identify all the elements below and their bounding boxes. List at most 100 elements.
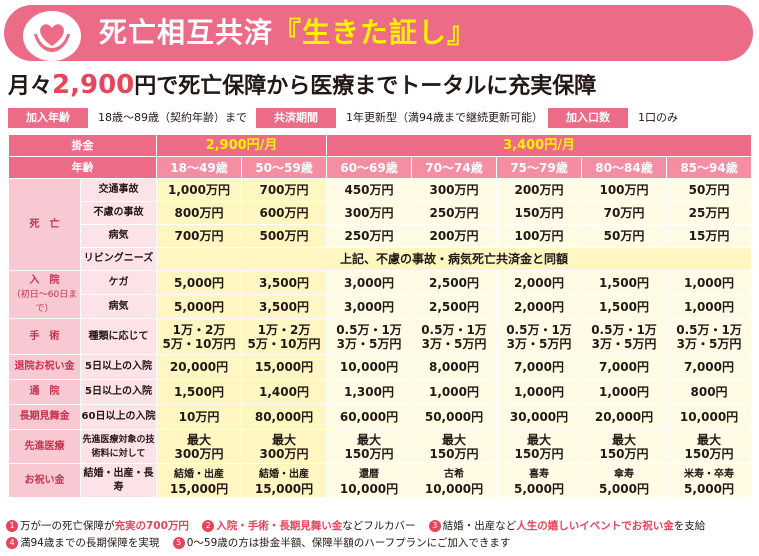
cell: 傘寿 5,000円 <box>581 463 667 498</box>
cell: 300万円 <box>411 178 497 202</box>
cell-line: 15,000円 <box>254 481 314 496</box>
note1-highlight: 充実の700万円 <box>114 520 189 532</box>
cell-line: 最大 <box>697 432 722 447</box>
cell: 25万円 <box>665 201 753 225</box>
cell: 0.5万・1万 3万・5万円 <box>581 318 667 355</box>
row-label: リビングニーズ <box>80 247 157 271</box>
row-label: 先進医療対象の技術料に対して <box>80 429 157 464</box>
note2-highlight: 入院・手術・長期見舞い金 <box>216 520 343 532</box>
cell: 1万・2万 5万・10万円 <box>156 318 242 355</box>
cell-line: 1万・2万 <box>257 322 311 337</box>
celebration-category: お祝い金 <box>8 463 81 498</box>
age-col: 75～79歳 <box>496 156 582 179</box>
cell-line: 5,000円 <box>514 481 564 496</box>
table-row: 入 院 （初日～60日まで） ケガ 5,000円 3,500円 3,000円 2… <box>8 270 753 319</box>
heart-hands-logo-icon <box>23 11 81 61</box>
row-label: 不慮の事故 <box>80 201 157 225</box>
table-row: 病気 700万円 500万円 250万円 200万円 100万円 50万円 15… <box>9 224 753 248</box>
row-label: 結婚・出産・長寿 <box>80 463 157 498</box>
headline-amount: 2,900 <box>52 70 135 100</box>
cell: 1万・2万 5万・10万円 <box>241 318 327 355</box>
age-label: 年齢 <box>8 156 157 179</box>
cell: 3,500円 <box>241 270 327 295</box>
cell: 喜寿 5,000円 <box>496 463 582 498</box>
cell: 結婚・出産 15,000円 <box>156 463 242 498</box>
age-limit-label: 加入年齢 <box>8 108 88 128</box>
age-col: 18～49歳 <box>156 156 242 179</box>
cell: 1,500円 <box>156 379 242 405</box>
banner-title-highlight: 『生きた証し』 <box>273 16 477 49</box>
cell-line: 0.5万・1万 <box>506 322 572 337</box>
cell: 1,000円 <box>496 379 582 405</box>
cell: 7,000円 <box>665 354 753 380</box>
cell: 500万円 <box>241 224 327 248</box>
long-visit-category: 長期見舞金 <box>8 404 81 430</box>
cell: 600万円 <box>241 201 327 225</box>
premium-label: 掛金 <box>8 134 157 157</box>
cell: 0.5万・1万 3万・5万円 <box>496 318 582 355</box>
cell: 3,000円 <box>326 294 412 319</box>
table-row: 病気 5,000円 3,500円 3,000円 2,500円 2,000円 1,… <box>9 294 753 319</box>
cell: 20,000円 <box>581 404 667 430</box>
cell: 0.5万・1万 3万・5万円 <box>411 318 497 355</box>
cell-line: 3万・5万円 <box>676 336 742 351</box>
cell-line: 喜寿 <box>529 468 549 480</box>
cell: 100万円 <box>581 178 667 202</box>
cell-line: 150万円 <box>684 446 734 461</box>
note4-text: 満94歳までの長期保障を実現 <box>20 537 160 549</box>
hospital-label: 入 院 <box>29 274 60 286</box>
cell: 800円 <box>665 379 753 405</box>
cell: 10万円 <box>156 404 242 430</box>
cell: 150万円 <box>496 201 582 225</box>
note5-text: 0～59歳の方は掛金半額、保障半額のハーフプランにご加入できます <box>186 537 511 549</box>
headline-pre: 月々 <box>8 74 53 99</box>
age-col: 70～74歳 <box>411 156 497 179</box>
cell: 古希 10,000円 <box>411 463 497 498</box>
cell-line: 最大 <box>356 432 381 447</box>
note3-text-end: を支給 <box>673 520 706 532</box>
cell: 最大 300万円 <box>241 429 327 464</box>
cell: 1,300円 <box>326 379 412 405</box>
cell: 7,000円 <box>496 354 582 380</box>
cell: 最大 150万円 <box>581 429 667 464</box>
cell: 100万円 <box>496 224 582 248</box>
cell: 1,400円 <box>241 379 327 405</box>
cell: 10,000円 <box>326 354 412 380</box>
cell: 0.5万・1万 3万・5万円 <box>326 318 412 355</box>
cell-line: 0.5万・1万 <box>336 322 402 337</box>
cell: 7,000円 <box>581 354 667 380</box>
cell: 米寿・卒寿 5,000円 <box>665 463 753 498</box>
age-col: 85～94歳 <box>665 156 753 179</box>
cell: 50,000円 <box>411 404 497 430</box>
table-row: 手 術 種類に応じて 1万・2万 5万・10万円 1万・2万 5万・10万円 0.5… <box>8 318 753 355</box>
term-value: 1年更新型（満94歳まで継続更新可能） <box>346 111 543 124</box>
number-2-icon: 2 <box>202 520 215 532</box>
cell-line: 300万円 <box>174 446 224 461</box>
cell: 300万円 <box>326 201 412 225</box>
cell-line: 0.5万・1万 <box>676 322 742 337</box>
cell: 1,000万円 <box>156 178 242 202</box>
table-row: 死 亡 交通事故 1,000万円 700万円 450万円 300万円 200万円… <box>8 178 753 271</box>
cell: 最大 150万円 <box>411 429 497 464</box>
cell: 1,000円 <box>411 379 497 405</box>
note-line-2: 4 満94歳までの長期保障を実現 5 0～59歳の方は掛金半額、保障半額のハーフプラ… <box>6 536 510 550</box>
table-row: お祝い金 結婚・出産・長寿 結婚・出産 15,000円 結婚・出産 15,000円 … <box>8 463 753 498</box>
cell: 15万円 <box>665 224 753 248</box>
age-col: 80～84歳 <box>581 156 667 179</box>
cell: 1,000円 <box>581 379 667 405</box>
cell-line: 最大 <box>186 432 211 447</box>
discharge-category: 退院お祝い金 <box>8 354 81 380</box>
cell: 8,000円 <box>411 354 497 380</box>
age-col: 60～69歳 <box>326 156 412 179</box>
cell: 1,500円 <box>581 294 667 319</box>
cell-line: 最大 <box>526 432 551 447</box>
units-label: 加入口数 <box>548 108 628 128</box>
cell-line: 150万円 <box>599 446 649 461</box>
death-category: 死 亡 <box>8 178 81 271</box>
table-row: 退院お祝い金 5日以上の入院 20,000円 15,000円 10,000円 8… <box>8 354 753 380</box>
cell-line: 還暦 <box>359 468 379 480</box>
row-label: 種類に応じて <box>80 318 157 355</box>
cell: 70万円 <box>581 201 667 225</box>
cell: 1,000円 <box>665 270 753 295</box>
cell: 10,000円 <box>665 404 753 430</box>
